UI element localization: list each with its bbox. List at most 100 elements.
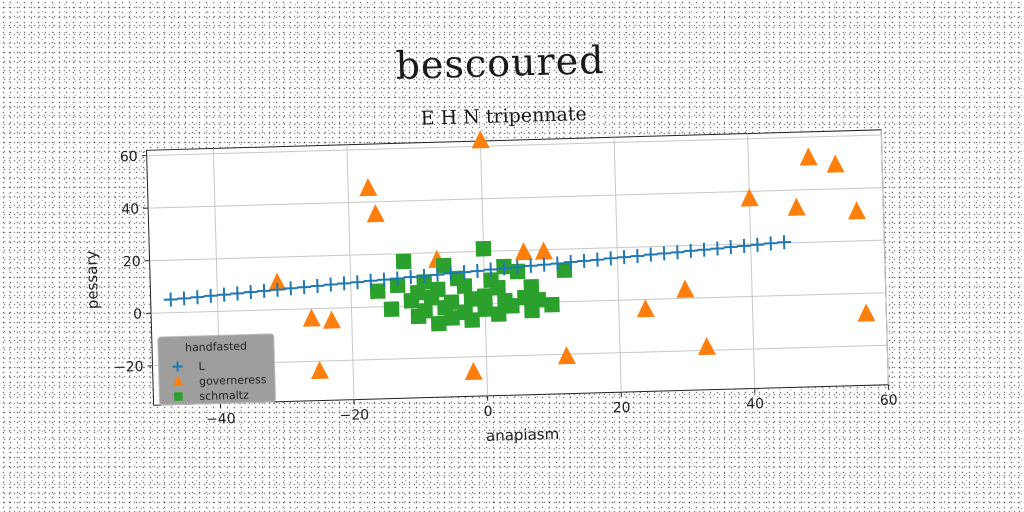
data-point-L [310, 278, 325, 294]
data-point-governeress [359, 178, 378, 197]
data-point-L [723, 240, 738, 255]
x-gridline [747, 133, 756, 389]
data-point-schmaltz [403, 292, 420, 309]
data-point-governeress [268, 272, 287, 291]
chart-suptitle: bescoured [395, 38, 605, 88]
data-point-schmaltz [463, 291, 480, 307]
data-point-L [710, 241, 725, 256]
x-gridline [346, 144, 355, 400]
legend-marker-schmaltz [174, 392, 183, 401]
data-point-L [563, 255, 578, 270]
data-point-L [190, 290, 205, 305]
legend-label: governeress [199, 373, 267, 388]
y-gridline [149, 239, 885, 262]
data-point-schmaltz [556, 262, 573, 279]
data-point-L [443, 266, 458, 281]
data-point-schmaltz [475, 240, 492, 257]
data-point-schmaltz [464, 312, 480, 328]
data-point-governeress [366, 204, 385, 223]
data-point-schmaltz [476, 288, 493, 304]
data-point-governeress [740, 188, 759, 207]
x-gridline [880, 129, 889, 385]
data-point-schmaltz [490, 279, 506, 296]
data-point-L [750, 237, 765, 252]
x-axis-label: anapiasm [486, 425, 560, 445]
data-point-L [177, 291, 192, 306]
data-point-L [657, 246, 672, 261]
data-point-L [203, 288, 218, 303]
data-point-schmaltz [444, 310, 460, 326]
y-tick-label: −20 [114, 359, 144, 376]
data-point-schmaltz [490, 306, 507, 322]
data-point-governeress [557, 346, 576, 365]
data-point-governeress [857, 303, 876, 322]
data-point-L [590, 252, 605, 267]
data-point-L [670, 245, 685, 260]
x-tick-label: −20 [339, 407, 369, 424]
data-point-L [617, 250, 632, 265]
data-point-governeress [636, 299, 655, 318]
x-gridline [479, 140, 489, 396]
y-gridline [148, 187, 883, 209]
legend-marker-governeress [173, 375, 184, 386]
data-point-schmaltz [524, 302, 540, 319]
y-axis-label: pessary [82, 250, 102, 309]
data-point-governeress [826, 154, 845, 173]
x-tick-label: −40 [206, 411, 236, 428]
data-point-L [630, 248, 645, 264]
data-point-schmaltz [430, 315, 447, 332]
data-point-governeress [311, 360, 330, 380]
data-point-L [297, 280, 312, 295]
data-point-schmaltz [369, 283, 386, 300]
data-point-L [243, 285, 258, 300]
data-point-schmaltz [517, 289, 533, 306]
data-point-L [777, 235, 792, 250]
data-point-L [163, 292, 178, 307]
legend-marker-L [172, 361, 183, 372]
x-tick-label: 40 [746, 396, 764, 412]
x-gridline [613, 137, 622, 393]
data-point-schmaltz [477, 301, 494, 318]
data-point-L [377, 272, 392, 287]
data-point-governeress [302, 308, 321, 327]
data-point-governeress [799, 147, 818, 166]
data-point-schmaltz [423, 289, 440, 306]
data-point-L [523, 258, 538, 273]
y-tick-label: 60 [120, 149, 138, 165]
data-point-L [683, 243, 698, 258]
data-point-L [510, 260, 525, 275]
data-point-L [550, 256, 565, 271]
data-point-governeress [698, 336, 717, 356]
data-point-L [363, 273, 378, 288]
data-point-L [417, 268, 432, 283]
data-point-L [643, 247, 658, 262]
legend-title: handfasted [185, 340, 247, 355]
x-tick-label: 20 [612, 400, 630, 416]
data-point-L [603, 251, 618, 266]
data-point-governeress [787, 197, 806, 216]
data-point-L [483, 262, 498, 277]
data-point-schmaltz [503, 297, 520, 314]
data-point-L [283, 281, 298, 296]
data-point-L [470, 263, 485, 279]
data-point-governeress [322, 310, 341, 329]
data-point-schmaltz [383, 301, 400, 318]
data-point-L [257, 283, 272, 298]
data-point-L [497, 261, 512, 276]
data-point-L [537, 257, 552, 272]
x-tick-label: 0 [483, 404, 492, 420]
data-point-schmaltz [410, 308, 427, 325]
y-gridline [146, 134, 882, 157]
data-point-L [270, 282, 285, 297]
legend-label: L [198, 360, 205, 373]
data-point-schmaltz [395, 253, 412, 270]
data-point-schmaltz [544, 296, 560, 313]
data-point-L [390, 271, 405, 286]
data-point-L [217, 287, 232, 302]
data-point-L [430, 267, 445, 282]
data-point-L [230, 286, 245, 301]
data-point-governeress [514, 242, 533, 261]
y-tick-label: 20 [123, 254, 141, 270]
